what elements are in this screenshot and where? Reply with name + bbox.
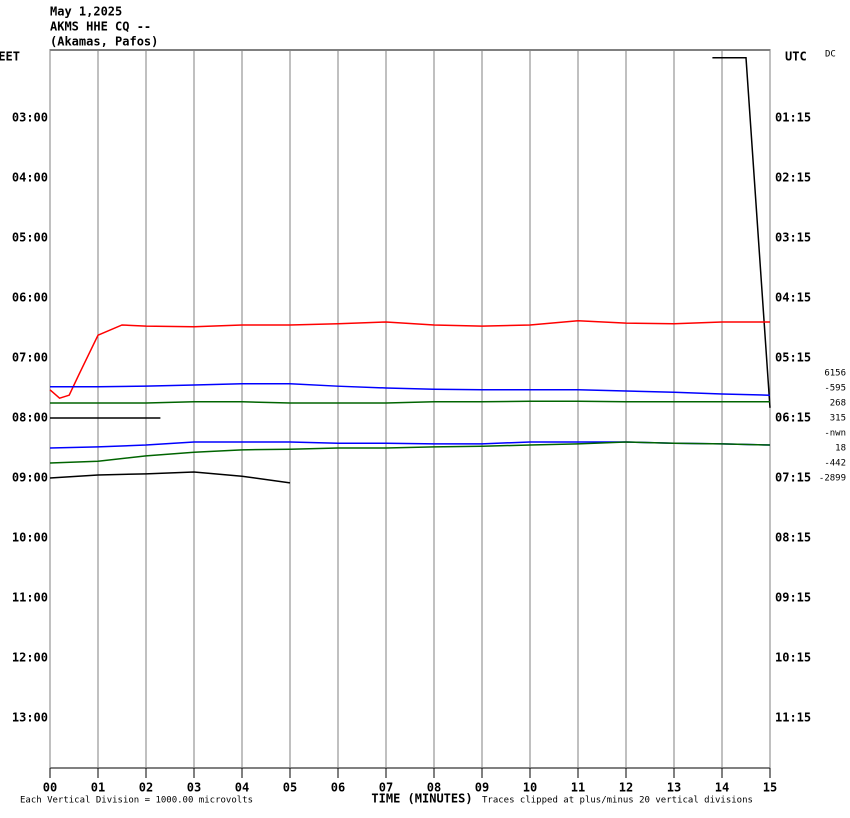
y-tick-label: 03:00 (12, 110, 48, 124)
right-axis-label: UTC (785, 50, 807, 64)
row-label: 18 (835, 444, 846, 454)
y-tick-label: 09:00 (12, 471, 48, 485)
y-tick-label: 11:00 (12, 591, 48, 605)
title-line: (Akamas, Pafos) (50, 35, 158, 49)
y2-tick-label: 09:15 (775, 591, 811, 605)
title-line: AKMS HHE CQ -- (50, 20, 151, 34)
x-tick-label: 00 (43, 781, 57, 795)
row-label: -2899 (819, 474, 846, 484)
footnote-left: Each Vertical Division = 1000.00 microvo… (20, 796, 253, 806)
y-tick-label: 10:00 (12, 531, 48, 545)
y2-tick-label: 10:15 (775, 651, 811, 665)
trace (49, 319, 770, 400)
x-tick-label: 09 (475, 781, 489, 795)
trace (712, 57, 771, 408)
x-tick-label: 14 (715, 781, 729, 795)
x-tick-label: 10 (523, 781, 537, 795)
y-tick-label: 04:00 (12, 170, 48, 184)
x-tick-label: 11 (571, 781, 585, 795)
trace (49, 441, 771, 464)
y2-tick-label: 02:15 (775, 170, 811, 184)
x-tick-label: 08 (427, 781, 441, 795)
plot-frame (49, 49, 771, 769)
y-tick-label: 07:00 (12, 350, 48, 364)
title-line: May 1,2025 (50, 5, 122, 19)
row-label: -nwn (824, 429, 846, 439)
x-tick-label: 04 (235, 781, 249, 795)
row-label: 6156 (824, 368, 846, 378)
left-axis-label: EET (0, 50, 20, 64)
x-tick-label: 01 (91, 781, 105, 795)
corner-label: DC (825, 50, 836, 60)
x-tick-label: 02 (139, 781, 153, 795)
x-tick-label: 13 (667, 781, 681, 795)
y-tick-label: 06:00 (12, 290, 48, 304)
x-tick-label: 07 (379, 781, 393, 795)
y-tick-label: 13:00 (12, 711, 48, 725)
y2-tick-label: 06:15 (775, 411, 811, 425)
y2-tick-label: 05:15 (775, 350, 811, 364)
trace (50, 400, 770, 404)
x-tick-label: 15 (763, 781, 777, 795)
y2-tick-label: 03:15 (775, 230, 811, 244)
y2-tick-label: 08:15 (775, 531, 811, 545)
row-label: 315 (830, 414, 846, 424)
x-tick-label: 12 (619, 781, 633, 795)
y2-tick-label: 01:15 (775, 110, 811, 124)
y-tick-label: 12:00 (12, 651, 48, 665)
footnote-right: Traces clipped at plus/minus 20 vertical… (482, 796, 753, 806)
y2-tick-label: 11:15 (775, 711, 811, 725)
y-tick-label: 05:00 (12, 230, 48, 244)
x-tick-label: 06 (331, 781, 345, 795)
trace (50, 383, 771, 396)
x-axis-label: TIME (MINUTES) (371, 792, 472, 806)
y2-tick-label: 07:15 (775, 471, 811, 485)
y2-tick-label: 04:15 (775, 290, 811, 304)
x-tick-label: 05 (283, 781, 297, 795)
row-label: -442 (824, 459, 846, 469)
row-label: -595 (824, 383, 846, 393)
trace (49, 471, 291, 484)
x-tick-label: 03 (187, 781, 201, 795)
row-label: 268 (830, 398, 846, 408)
y-tick-label: 08:00 (12, 411, 48, 425)
